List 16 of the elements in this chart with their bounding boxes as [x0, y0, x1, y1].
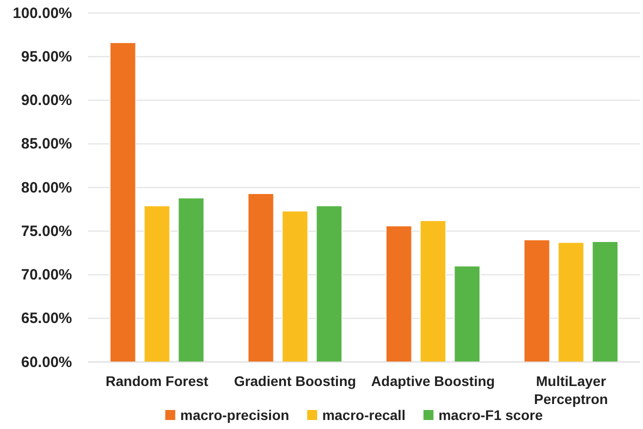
legend-label: macro-F1 score [438, 406, 543, 423]
y-tick-label: 65.00% [21, 310, 72, 328]
y-tick-label: 75.00% [21, 222, 72, 240]
y-tick-label: 85.00% [21, 136, 72, 153]
x-tick-label: Gradient Boosting [234, 372, 356, 389]
y-tick-label: 90.00% [21, 92, 72, 110]
y-tick-label: 80.00% [21, 179, 72, 196]
x-tick-label: Random Forest [106, 372, 209, 389]
y-tick-label: 60.00% [21, 354, 72, 371]
y-tick-label: 100.00% [12, 4, 72, 22]
y-tick-label: 95.00% [21, 48, 72, 66]
y-tick-label: 70.00% [21, 266, 72, 284]
x-tick-label: MultiLayer Perceptron [534, 372, 608, 408]
x-tick-label: Adaptive Boosting [371, 372, 495, 389]
legend-label: macro-recall [322, 406, 406, 423]
legend-label: macro-precision [180, 406, 290, 423]
